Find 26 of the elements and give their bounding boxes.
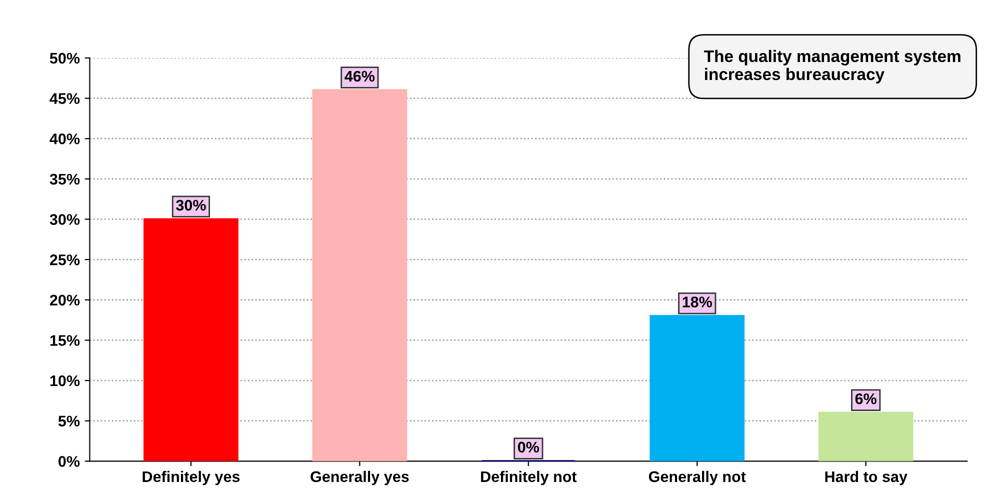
y-tick-label: 45% <box>50 93 80 104</box>
y-tick-label: 30% <box>50 214 80 225</box>
chart-title: The quality management system increases bureaucracy <box>704 50 960 84</box>
data-label: 6% <box>855 393 876 404</box>
data-label: 30% <box>176 200 206 211</box>
bar <box>312 89 408 462</box>
y-tick-label: 0% <box>58 456 80 467</box>
y-tick-label: 20% <box>50 294 80 306</box>
data-label: 18% <box>682 296 712 308</box>
y-tick-label: 10% <box>50 375 80 386</box>
data-label: 46% <box>344 70 375 82</box>
x-tick-label: Generally yes <box>310 470 409 486</box>
x-tick-label: Definitely yes <box>142 470 240 486</box>
bar <box>650 314 745 462</box>
y-tick-label: 35% <box>50 174 80 185</box>
x-tick-label: Hard to say <box>825 470 908 486</box>
y-tick-label: 5% <box>58 416 80 427</box>
x-tick-label: Generally not <box>648 470 746 486</box>
y-tick-label: 40% <box>50 133 80 144</box>
bar <box>144 218 238 462</box>
y-tick-label: 15% <box>50 335 80 346</box>
x-tick-label: Definitely not <box>481 470 577 486</box>
bar <box>818 412 914 462</box>
data-label: 0% <box>518 442 540 453</box>
y-tick-label: 25% <box>50 254 80 266</box>
y-tick-label: 50% <box>50 52 80 64</box>
